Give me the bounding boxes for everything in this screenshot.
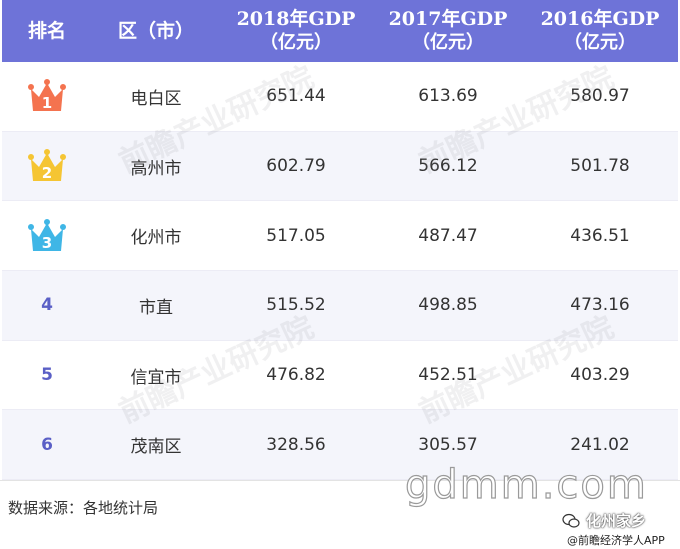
header-rank-label: 排名 xyxy=(27,20,66,42)
gdp-ranking-table: 排名 区（市） 2018年GDP （亿元） 2017年GDP （亿元） 2016… xyxy=(2,0,678,480)
header-rank: 排名 xyxy=(2,0,92,62)
gdp-2016-cell: 501.78 xyxy=(570,156,630,177)
table-row: 2 高州市 602.79 566.12 501.78 xyxy=(2,131,678,202)
rank-cell: 4 xyxy=(2,295,92,315)
gdp-2017-cell: 498.85 xyxy=(418,295,478,316)
rank-cell: 3 xyxy=(2,218,92,253)
crown-shape xyxy=(31,83,63,112)
rank-cell: 5 xyxy=(2,365,92,385)
crown-icon: 3 xyxy=(28,218,66,252)
gdp-2016-cell: 580.97 xyxy=(570,86,630,107)
table-row: 1 电白区 651.44 613.69 580.97 xyxy=(2,62,678,132)
header-region: 区（市） xyxy=(92,0,220,62)
header-2018: 2018年GDP （亿元） xyxy=(220,0,372,62)
rank-cell: 6 xyxy=(2,435,92,455)
table-row: 5 信宜市 476.82 452.51 403.29 xyxy=(2,341,678,411)
header-2018-title: 2018年GDP xyxy=(236,8,356,30)
header-2016-title: 2016年GDP xyxy=(540,8,660,30)
site-watermark: gdmm.com xyxy=(404,461,648,508)
gdp-2018-cell: 517.05 xyxy=(266,225,326,246)
header-2018-unit: （亿元） xyxy=(260,32,332,53)
region-cell: 化州市 xyxy=(130,228,182,249)
gdp-2016-cell: 473.16 xyxy=(570,295,630,316)
header-2016: 2016年GDP （亿元） xyxy=(524,0,676,62)
rank-number: 3 xyxy=(42,234,52,252)
table-row: 4 市直 515.52 498.85 473.16 xyxy=(2,271,678,341)
gdp-2017-cell: 566.12 xyxy=(418,156,478,177)
data-source-note: 数据来源：各地统计局 xyxy=(8,499,159,517)
region-cell: 电白区 xyxy=(130,88,182,109)
rank-number: 5 xyxy=(41,365,53,386)
gdp-2016-cell: 403.29 xyxy=(570,365,630,386)
gdp-2017-cell: 487.47 xyxy=(418,225,478,246)
rank-number: 2 xyxy=(42,164,52,182)
rank-number: 6 xyxy=(41,434,53,455)
table-header: 排名 区（市） 2018年GDP （亿元） 2017年GDP （亿元） 2016… xyxy=(2,0,678,62)
crown-icon: 2 xyxy=(28,149,66,182)
rank-cell: 2 xyxy=(2,149,92,183)
header-2017-unit: （亿元） xyxy=(412,32,484,53)
gdp-2016-cell: 436.51 xyxy=(570,225,630,246)
region-cell: 茂南区 xyxy=(130,437,182,458)
crown-shape xyxy=(31,153,63,182)
gdp-2017-cell: 305.57 xyxy=(418,434,478,455)
header-2017-title: 2017年GDP xyxy=(388,8,508,30)
region-cell: 高州市 xyxy=(130,158,182,179)
gdp-2018-cell: 328.56 xyxy=(266,434,326,455)
table-row: 3 化州市 517.05 487.47 436.51 xyxy=(2,201,678,272)
crown-icon: 1 xyxy=(28,79,66,112)
crown-shape xyxy=(31,222,63,251)
gdp-2016-cell: 241.02 xyxy=(570,434,630,455)
footer-divider xyxy=(0,480,680,481)
region-cell: 信宜市 xyxy=(130,367,182,388)
rank-cell: 1 xyxy=(2,79,92,113)
gdp-2018-cell: 602.79 xyxy=(266,156,326,177)
region-cell: 市直 xyxy=(139,297,173,318)
header-region-label: 区（市） xyxy=(117,20,194,42)
app-attribution: @前瞻经济学人APP xyxy=(567,534,665,547)
header-2017: 2017年GDP （亿元） xyxy=(372,0,524,62)
header-2016-unit: （亿元） xyxy=(564,32,636,53)
gdp-2017-cell: 613.69 xyxy=(418,86,478,107)
gdp-2017-cell: 452.51 xyxy=(418,365,478,386)
gdp-2018-cell: 476.82 xyxy=(266,365,326,386)
rank-number: 1 xyxy=(42,94,52,112)
rank-number: 4 xyxy=(41,295,53,316)
wechat-icon xyxy=(562,513,580,528)
account-name: 化州家乡 xyxy=(586,512,647,530)
table-row: 6 茂南区 328.56 305.57 241.02 xyxy=(2,410,678,480)
gdp-2018-cell: 651.44 xyxy=(266,86,326,107)
account-badge: 化州家乡 xyxy=(562,510,646,531)
gdp-2018-cell: 515.52 xyxy=(266,295,326,316)
